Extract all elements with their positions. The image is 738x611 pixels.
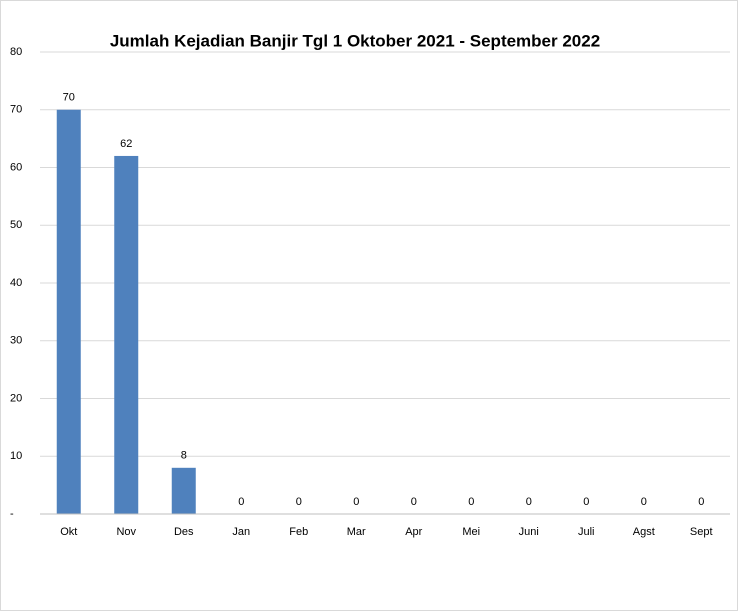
y-tick-label: - (10, 508, 14, 520)
data-label: 62 (120, 138, 132, 150)
chart-title: Jumlah Kejadian Banjir Tgl 1 Oktober 202… (110, 31, 600, 50)
y-tick-label: 60 (10, 161, 22, 173)
y-tick-label: 80 (10, 46, 22, 58)
x-tick-label: Jan (232, 526, 250, 538)
bar (56, 109, 81, 514)
x-tick-label: Feb (289, 526, 308, 538)
data-label: 0 (698, 496, 704, 508)
x-tick-label: Agst (633, 526, 655, 538)
data-label: 0 (526, 496, 532, 508)
x-tick-label: Des (174, 526, 194, 538)
data-label: 8 (181, 450, 187, 462)
bar (114, 155, 139, 514)
x-tick-label: Nov (116, 526, 136, 538)
data-label: 0 (468, 496, 474, 508)
data-label: 0 (583, 496, 589, 508)
x-tick-label: Okt (60, 526, 77, 538)
data-label: 0 (641, 496, 647, 508)
data-label: 0 (411, 496, 417, 508)
y-tick-label: 70 (10, 104, 22, 116)
data-label: 70 (63, 92, 75, 104)
x-tick-label: Juli (578, 526, 595, 538)
y-tick-label: 50 (10, 219, 22, 231)
x-tick-label: Mar (347, 526, 366, 538)
x-tick-label: Mei (462, 526, 480, 538)
x-tick-label: Apr (405, 526, 422, 538)
bar (171, 467, 196, 514)
y-tick-label: 40 (10, 277, 22, 289)
y-tick-label: 30 (10, 335, 22, 347)
data-label: 0 (238, 496, 244, 508)
data-label: 0 (353, 496, 359, 508)
x-tick-label: Juni (519, 526, 539, 538)
y-tick-label: 10 (10, 450, 22, 462)
y-tick-label: 20 (10, 392, 22, 404)
data-label: 0 (296, 496, 302, 508)
x-tick-label: Sept (690, 526, 713, 538)
